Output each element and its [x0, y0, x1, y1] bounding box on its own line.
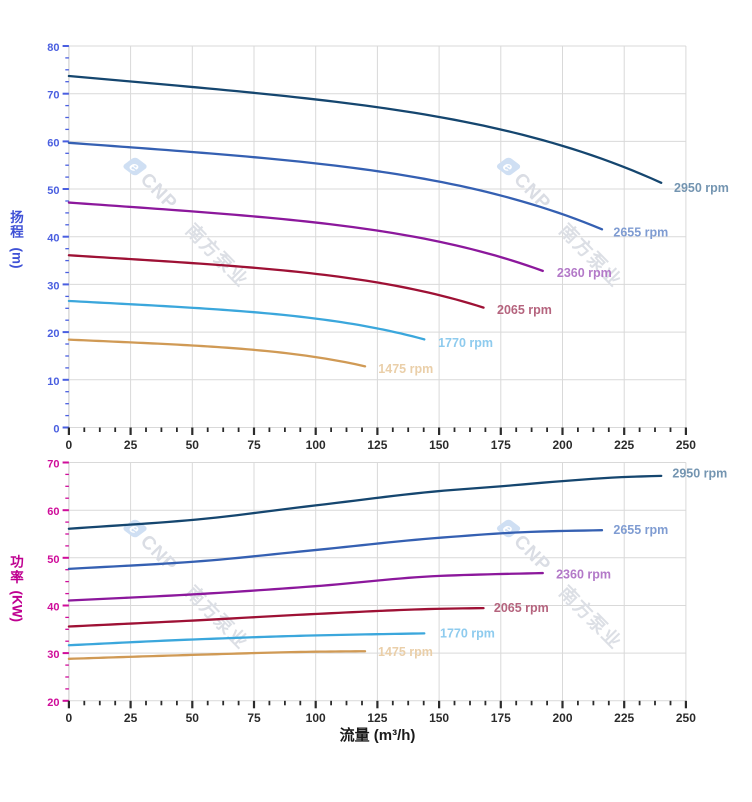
svg-text:1770 rpm: 1770 rpm [438, 336, 493, 350]
svg-text:40: 40 [47, 602, 59, 614]
svg-text:30: 30 [47, 649, 59, 661]
svg-text:1770 rpm: 1770 rpm [440, 627, 495, 641]
svg-text:功: 功 [10, 555, 24, 570]
svg-text:2655 rpm: 2655 rpm [613, 225, 668, 239]
svg-text:0: 0 [53, 424, 59, 436]
svg-text:10: 10 [47, 376, 59, 388]
svg-text:50: 50 [186, 711, 200, 725]
svg-text:50: 50 [47, 185, 59, 197]
svg-text:2360 rpm: 2360 rpm [556, 568, 611, 582]
svg-text:2655 rpm: 2655 rpm [613, 523, 668, 537]
svg-text:100: 100 [306, 438, 326, 452]
svg-text:2065 rpm: 2065 rpm [497, 303, 552, 317]
svg-text:100: 100 [306, 711, 326, 725]
svg-text:125: 125 [367, 438, 387, 452]
svg-text:200: 200 [552, 438, 572, 452]
svg-text:125: 125 [367, 711, 387, 725]
svg-text:2360 rpm: 2360 rpm [557, 266, 612, 280]
svg-text:40: 40 [47, 233, 59, 245]
svg-text:250: 250 [676, 438, 696, 452]
svg-text:1475 rpm: 1475 rpm [378, 645, 433, 659]
svg-text:2950 rpm: 2950 rpm [674, 181, 729, 195]
svg-text:50: 50 [47, 554, 59, 566]
svg-text:225: 225 [614, 438, 634, 452]
svg-text:程: 程 [10, 225, 24, 240]
svg-text:70: 70 [47, 459, 59, 471]
svg-text:60: 60 [47, 137, 59, 149]
svg-text:0: 0 [66, 711, 73, 725]
svg-text:225: 225 [614, 711, 634, 725]
svg-text:50: 50 [186, 438, 200, 452]
svg-text:(KW): (KW) [10, 591, 25, 622]
svg-text:150: 150 [429, 711, 449, 725]
svg-text:25: 25 [124, 438, 138, 452]
svg-text:250: 250 [676, 711, 696, 725]
svg-text:175: 175 [491, 711, 511, 725]
svg-text:(m): (m) [10, 248, 25, 269]
svg-text:30: 30 [47, 280, 59, 292]
svg-text:150: 150 [429, 438, 449, 452]
svg-text:20: 20 [47, 697, 59, 709]
svg-text:2950 rpm: 2950 rpm [672, 467, 727, 481]
svg-text:20: 20 [47, 328, 59, 340]
svg-text:0: 0 [66, 438, 73, 452]
svg-text:25: 25 [124, 711, 138, 725]
svg-text:流量 (m³/h): 流量 (m³/h) [340, 726, 416, 744]
svg-text:200: 200 [552, 711, 572, 725]
svg-text:70: 70 [47, 90, 59, 102]
svg-text:175: 175 [491, 438, 511, 452]
svg-text:1475 rpm: 1475 rpm [378, 362, 433, 376]
svg-text:80: 80 [47, 42, 59, 54]
svg-text:扬: 扬 [10, 209, 24, 225]
svg-text:2065 rpm: 2065 rpm [494, 601, 549, 615]
svg-text:75: 75 [247, 438, 261, 452]
svg-text:60: 60 [47, 506, 59, 518]
svg-text:75: 75 [247, 711, 261, 725]
svg-text:率: 率 [10, 569, 24, 585]
